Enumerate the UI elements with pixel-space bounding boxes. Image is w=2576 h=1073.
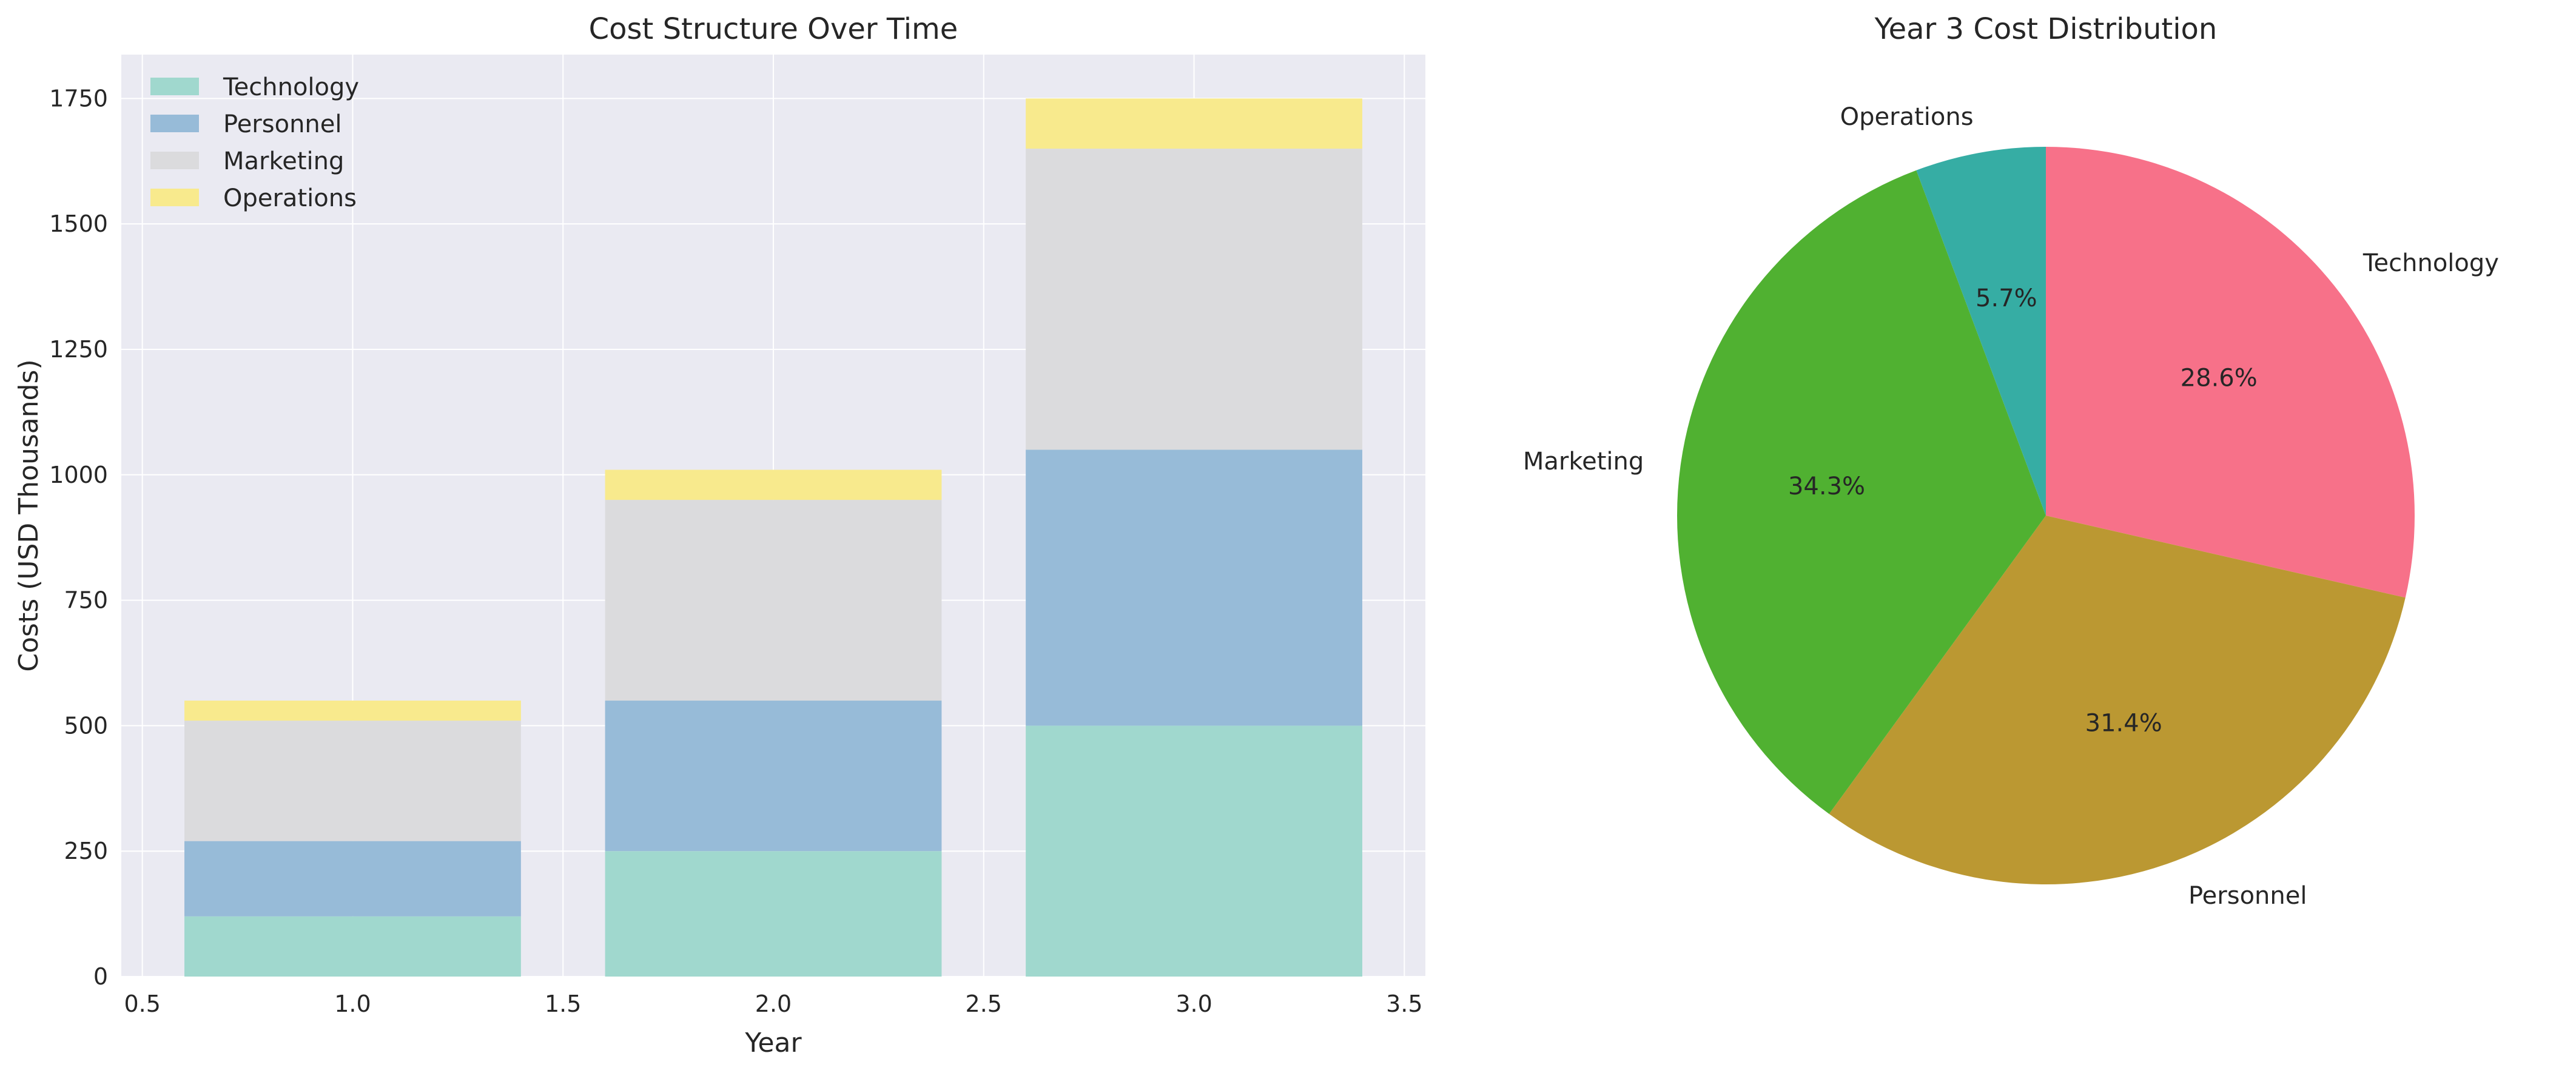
legend-label-operations: Operations (223, 184, 357, 212)
y-tick-label: 500 (64, 712, 108, 739)
y-tick-label: 1500 (49, 210, 108, 237)
pie-chart: Technology 28.6% Personnel 31.4% Marketing 34… (1523, 12, 2499, 910)
bar-personnel-year-1 (184, 841, 521, 917)
x-tick-label: 2.0 (755, 991, 792, 1017)
bar-personnel-year-3 (1026, 449, 1362, 726)
pie-label-marketing: Marketing (1523, 448, 1644, 476)
x-tick-label: 1.5 (545, 991, 581, 1017)
bar-operations-year-3 (1026, 98, 1362, 149)
bar-marketing-year-3 (1026, 149, 1362, 450)
legend-swatch-marketing (150, 152, 199, 169)
y-tick-label: 1000 (49, 462, 108, 488)
x-tick-labels: 0.5 1.0 1.5 2.0 2.5 3.0 3.5 (124, 991, 1422, 1017)
pie-label-operations: Operations (1840, 103, 1974, 131)
y-tick-label: 1250 (49, 336, 108, 363)
bar-technology-year-3 (1026, 725, 1362, 977)
pie-pct-marketing: 34.3% (1788, 473, 1865, 500)
bar-marketing-year-1 (184, 721, 521, 841)
x-axis-label: Year (744, 1028, 802, 1058)
y-tick-label: 250 (64, 838, 108, 864)
x-tick-label: 3.5 (1386, 991, 1422, 1017)
x-tick-label: 3.0 (1175, 991, 1212, 1017)
y-tick-label: 0 (93, 963, 108, 990)
y-tick-label: 1750 (49, 85, 108, 112)
x-tick-label: 1.0 (334, 991, 371, 1017)
legend-label-technology: Technology (223, 73, 359, 101)
bar-technology-year-2 (605, 851, 942, 977)
bar-marketing-year-2 (605, 500, 942, 701)
legend-label-marketing: Marketing (223, 147, 344, 175)
pie-chart-title: Year 3 Cost Distribution (1874, 12, 2218, 46)
y-tick-label: 750 (64, 587, 108, 614)
bar-personnel-year-2 (605, 701, 942, 852)
legend-label-personnel: Personnel (223, 110, 342, 138)
bar-legend: Technology Personnel Marketing Operations (150, 73, 359, 212)
bar-chart-title: Cost Structure Over Time (589, 12, 958, 46)
pie-slices (1676, 147, 2415, 885)
x-tick-label: 0.5 (124, 991, 160, 1017)
pie-slice-personnel (1829, 516, 2406, 885)
bar-segments (184, 98, 1362, 977)
bar-operations-year-2 (605, 469, 942, 500)
y-tick-labels: 0 250 500 750 1000 1250 1500 1750 (49, 85, 108, 990)
pie-labels: Technology 28.6% Personnel 31.4% Marketing 34… (1523, 103, 2499, 910)
bar-technology-year-1 (184, 916, 521, 977)
pie-label-technology: Technology (2362, 249, 2499, 277)
pie-label-personnel: Personnel (2188, 882, 2307, 910)
y-axis-label: Costs (USD Thousands) (13, 359, 44, 671)
pie-slice-marketing (1676, 170, 2046, 814)
bar-chart: 0 250 500 750 1000 1250 1500 1750 0.5 1.0 1.5 2.0 2… (13, 12, 1425, 1058)
pie-slice-operations (1916, 147, 2046, 516)
pie-slice-technology (2046, 147, 2415, 598)
legend-swatch-personnel (150, 115, 199, 132)
x-tick-label: 2.5 (966, 991, 1002, 1017)
pie-pct-operations: 5.7% (1976, 284, 2037, 312)
pie-pct-technology: 28.6% (2181, 365, 2258, 392)
pie-pct-personnel: 31.4% (2085, 710, 2162, 738)
bar-operations-year-1 (184, 701, 521, 721)
legend-swatch-operations (150, 189, 199, 206)
legend-swatch-technology (150, 78, 199, 95)
